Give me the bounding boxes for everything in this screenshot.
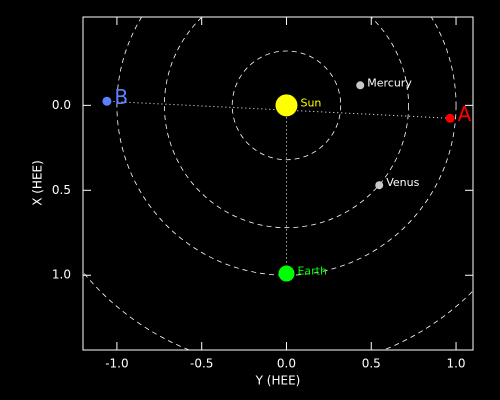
body-label: A <box>458 102 472 126</box>
body-marker <box>445 113 455 123</box>
line-layer <box>106 100 451 274</box>
orbit-circle <box>83 271 473 350</box>
body-label: Mercury <box>367 76 412 89</box>
x-tick-label: 0.0 <box>277 357 296 371</box>
x-tick-label: 0.5 <box>362 357 381 371</box>
y-tick-label: 1.0 <box>52 268 71 282</box>
body-marker <box>375 181 384 190</box>
orbit-circle <box>116 17 457 276</box>
body-marker <box>275 94 298 117</box>
body-label: B <box>114 85 128 109</box>
body-label: Earth <box>297 265 327 278</box>
body-marker <box>356 81 365 90</box>
y-tick-label: 0.5 <box>52 183 71 197</box>
y-tick-label: 0.0 <box>52 98 71 112</box>
body-marker <box>278 265 295 282</box>
y-axis-title: X (HEE) <box>31 160 45 206</box>
plot-frame <box>82 16 474 351</box>
x-tick-label: 1.0 <box>446 357 465 371</box>
orbit-layer <box>83 17 473 350</box>
orbit-circle <box>231 50 342 161</box>
x-tick-label: -1.0 <box>105 357 128 371</box>
x-axis-title: Y (HEE) <box>255 374 301 388</box>
body-label: Sun <box>300 96 321 109</box>
body-marker <box>102 96 112 106</box>
body-label: Venus <box>386 176 419 189</box>
orbit-circle <box>164 17 409 229</box>
x-tick-label: -0.5 <box>190 357 213 371</box>
